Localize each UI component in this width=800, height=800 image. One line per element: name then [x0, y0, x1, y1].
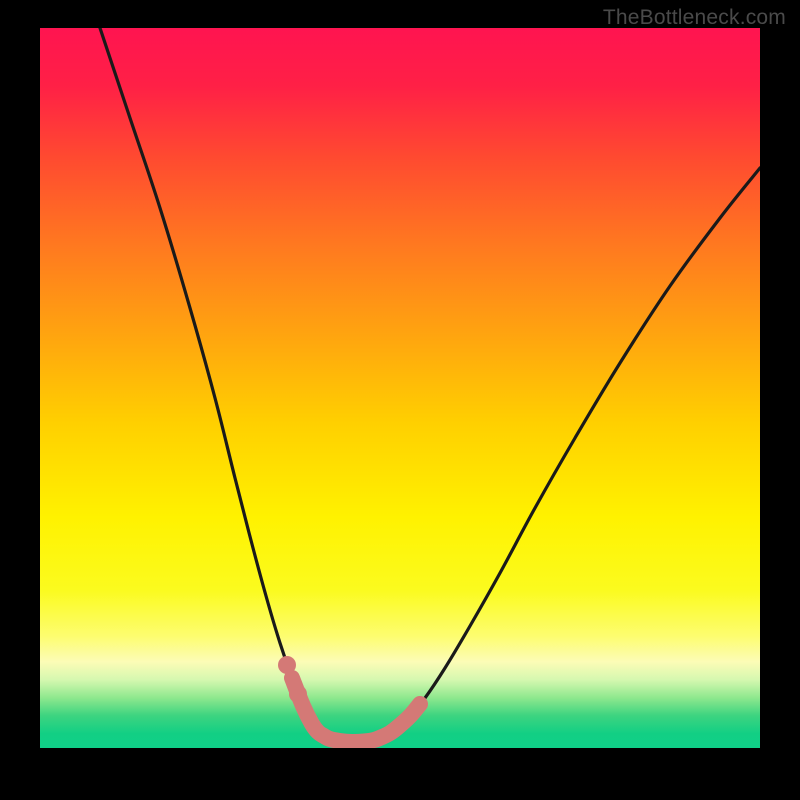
bottleneck-curve: [100, 28, 760, 742]
plot-area: [40, 28, 760, 748]
chart-curve-layer: [40, 28, 760, 748]
highlight-segment: [292, 678, 420, 742]
highlight-dot: [289, 685, 307, 703]
watermark-text: TheBottleneck.com: [603, 6, 786, 30]
highlight-dot: [278, 656, 296, 674]
